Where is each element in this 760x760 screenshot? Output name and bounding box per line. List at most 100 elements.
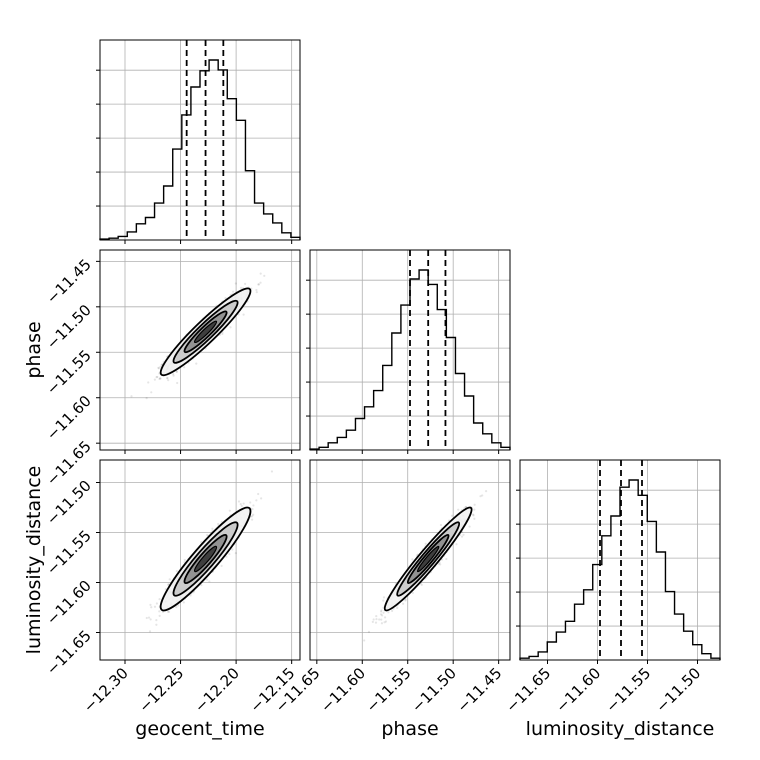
x-tick-label-luminosity_distance: −11.55 <box>602 664 654 716</box>
sample-point <box>255 291 258 294</box>
sample-point <box>383 621 386 624</box>
sample-point <box>380 622 384 625</box>
x-tick-label-luminosity_distance: −11.65 <box>502 664 554 716</box>
sample-point <box>380 609 383 612</box>
sample-point <box>149 603 152 606</box>
x-tick-label-phase: −11.45 <box>453 664 505 716</box>
contour-level-3 <box>416 545 440 573</box>
sample-point <box>157 366 160 369</box>
sample-point <box>175 606 178 609</box>
sample-point <box>378 618 381 621</box>
sample-point <box>182 601 185 604</box>
sample-point <box>167 610 171 613</box>
sample-point <box>251 518 254 521</box>
sample-point <box>259 272 262 275</box>
hist-panel-luminosity_distance <box>516 459 721 664</box>
sample-point <box>257 283 261 286</box>
sample-point <box>168 578 171 581</box>
y-axis-label-phase: phase <box>23 321 45 378</box>
sample-point <box>472 514 475 517</box>
sample-point <box>158 610 161 613</box>
sample-point <box>382 599 385 602</box>
y-tick-label-phase: −11.60 <box>43 392 95 444</box>
sample-point <box>225 555 228 558</box>
sample-point <box>220 564 223 567</box>
sample-point <box>260 497 263 500</box>
sample-point <box>150 606 153 609</box>
sample-point <box>172 372 175 376</box>
sample-point <box>206 533 209 537</box>
y-axis-label-luminosity_distance: luminosity_distance <box>23 466 45 655</box>
sample-point <box>158 598 161 601</box>
sample-point <box>404 598 407 601</box>
sample-point <box>242 502 245 505</box>
x-tick-label-luminosity_distance: −11.50 <box>652 664 704 716</box>
sample-point <box>183 558 186 562</box>
sample-point <box>250 515 254 518</box>
sample-point <box>372 618 375 621</box>
panel-frame <box>99 249 301 451</box>
y-tick-label-luminosity_distance: −11.60 <box>43 577 95 629</box>
sample-point <box>473 508 476 511</box>
hist-panel-phase <box>306 249 511 454</box>
sample-point <box>224 297 227 300</box>
x-axis-label-phase: phase <box>381 718 438 740</box>
y-tick-label-phase: −11.55 <box>43 346 95 398</box>
x-tick-label-geocent_time: −12.20 <box>191 664 243 716</box>
sample-point <box>217 522 220 526</box>
sample-point <box>481 494 484 497</box>
sample-point <box>145 397 148 400</box>
sample-point <box>149 618 152 621</box>
sample-point <box>166 610 169 613</box>
y-tick-label-luminosity_distance: −11.55 <box>43 527 95 579</box>
sample-point <box>232 290 235 293</box>
sample-point <box>396 606 399 609</box>
sample-point <box>156 375 159 379</box>
sample-point <box>158 377 162 380</box>
panel-frame <box>309 249 511 451</box>
sample-point <box>382 611 385 614</box>
sample-point <box>239 503 242 506</box>
sample-point <box>460 535 464 538</box>
sample-point <box>244 282 247 285</box>
y-tick-label-luminosity_distance: −11.65 <box>43 627 95 679</box>
sample-point <box>176 381 179 385</box>
sample-point <box>167 379 170 382</box>
sample-point <box>381 614 384 617</box>
sample-point <box>159 365 162 368</box>
sample-point <box>231 548 234 551</box>
sample-point <box>183 366 186 369</box>
sample-point <box>228 552 231 556</box>
sample-point <box>229 326 232 329</box>
contour-level-3 <box>193 545 218 573</box>
sample-point <box>255 288 258 292</box>
sample-point <box>450 514 454 517</box>
sample-point <box>228 509 231 512</box>
sample-point <box>380 610 383 613</box>
density-panel-luminosity_distance-vs-geocent_time <box>96 459 301 664</box>
density-panel-luminosity_distance-vs-phase <box>309 459 511 664</box>
sample-point <box>367 630 371 633</box>
x-tick-label-phase: −11.50 <box>408 664 460 716</box>
sample-point <box>473 517 476 520</box>
x-axis-label-luminosity_distance: luminosity_distance <box>526 718 715 740</box>
sample-point <box>374 621 378 624</box>
sample-point <box>457 508 460 511</box>
sample-point <box>270 470 274 473</box>
x-tick-label-geocent_time: −12.25 <box>135 664 187 716</box>
sample-point <box>172 374 175 377</box>
sample-point <box>206 578 209 581</box>
sample-point <box>411 591 414 594</box>
sample-point <box>471 513 475 516</box>
sample-point <box>411 558 414 561</box>
sample-point <box>424 542 427 545</box>
sample-point <box>445 557 448 561</box>
sample-point <box>150 391 153 394</box>
x-tick-label-geocent_time: −12.30 <box>80 664 132 716</box>
sample-point <box>484 489 488 493</box>
x-tick-label-phase: −11.60 <box>317 664 369 716</box>
sample-point <box>148 630 152 633</box>
sample-point <box>464 505 467 509</box>
sample-point <box>158 614 161 617</box>
